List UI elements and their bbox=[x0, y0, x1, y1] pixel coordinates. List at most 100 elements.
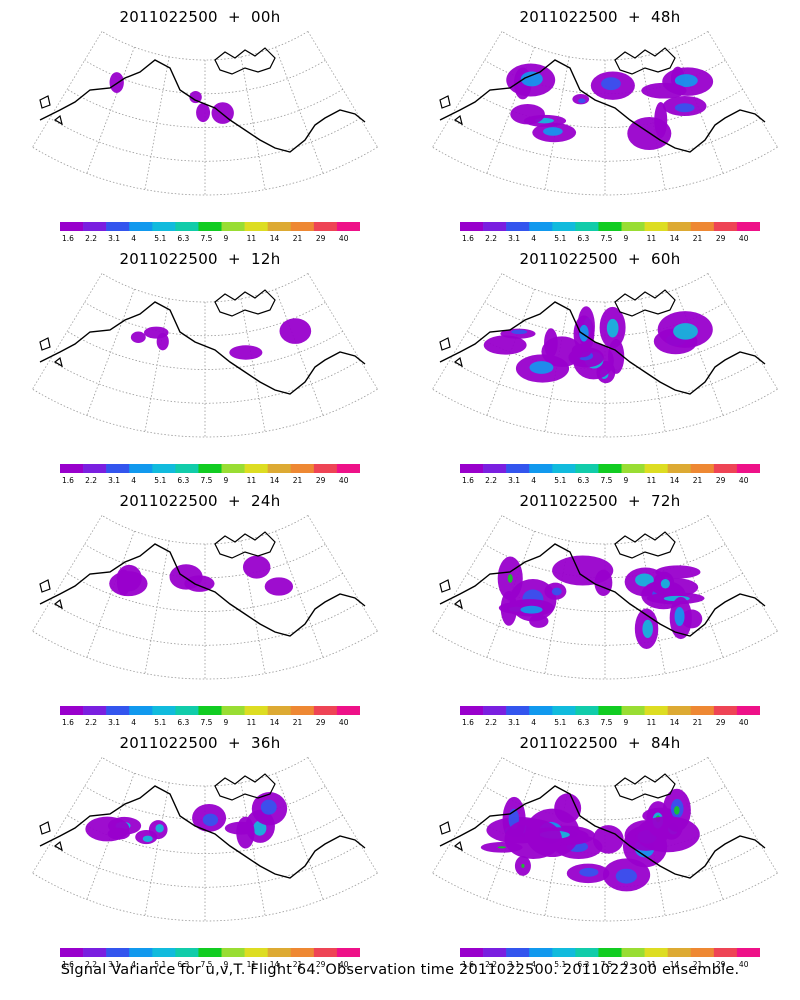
colorbar-swatch bbox=[313, 948, 338, 957]
colorbar-tick-label: 11 bbox=[247, 234, 257, 242]
colorbar-swatch bbox=[175, 706, 199, 715]
colorbar-swatch bbox=[621, 222, 645, 231]
forecast-panel: 2011022500 + 72h 1.6 2.2 3.1 4 5.1 6.3 7.5 9 11 14… bbox=[400, 484, 800, 729]
colorbar-swatch bbox=[152, 948, 176, 957]
colorbar-swatch bbox=[175, 948, 199, 957]
graticule-meridian bbox=[32, 515, 103, 632]
colorbar-swatch bbox=[575, 706, 599, 715]
colorbar-swatch bbox=[221, 464, 245, 473]
graticule-latitude-arc bbox=[501, 757, 709, 787]
colorbar-swatch bbox=[267, 706, 292, 715]
colorbar-swatch bbox=[621, 706, 645, 715]
graticule-latitude-arc bbox=[432, 872, 778, 922]
polar-stereographic-map bbox=[432, 757, 778, 922]
colorbar-swatch bbox=[552, 464, 576, 473]
colorbar-tick-label: 5.1 bbox=[154, 476, 166, 484]
forecast-panel: 2011022500 + 24h 1.6 2.2 3.1 4 5.1 6.3 7.5 9 11 14… bbox=[0, 484, 400, 729]
graticule-latitude-arc bbox=[449, 843, 761, 888]
colorbar-tick-label: 29 bbox=[316, 718, 326, 726]
colorbar-tick-label: 6.3 bbox=[577, 718, 589, 726]
colorbar-swatch bbox=[60, 222, 84, 231]
graticule-meridian bbox=[675, 288, 724, 416]
colorbar-swatch bbox=[313, 222, 338, 231]
colorbar-tick-label: 21 bbox=[693, 234, 703, 242]
colorbar-swatch bbox=[267, 948, 292, 957]
arctic-archipelago-coastline bbox=[614, 289, 676, 317]
colorbar-tick-label: 1.6 bbox=[62, 234, 74, 242]
graticule-latitude-arc bbox=[84, 302, 326, 337]
graticule-meridian bbox=[307, 515, 378, 632]
colorbar-swatch bbox=[483, 222, 507, 231]
colorbar-swatch bbox=[129, 222, 153, 231]
graticule-meridian bbox=[275, 288, 324, 416]
variance-field bbox=[480, 788, 700, 892]
figure-caption: Signal Variance for u,v,T. Flight 64. Ob… bbox=[60, 962, 740, 978]
colorbar: 1.6 2.2 3.1 4 5.1 6.3 7.5 9 11 14 21 29 40 bbox=[60, 464, 360, 484]
colorbar-tick-label: 3.1 bbox=[508, 476, 520, 484]
panel-title: 2011022500 + 12h bbox=[119, 250, 281, 268]
colorbar-tick-label: 29 bbox=[716, 234, 726, 242]
colorbar-tick-label: 3.1 bbox=[108, 234, 120, 242]
colorbar-tick-label: 7.5 bbox=[200, 718, 212, 726]
colorbar-swatch bbox=[529, 706, 553, 715]
colorbar: 1.6 2.2 3.1 4 5.1 6.3 7.5 9 11 14 21 29 40 bbox=[460, 706, 760, 726]
colorbar-tick-label: 3.1 bbox=[108, 476, 120, 484]
graticule-latitude-arc bbox=[32, 872, 378, 922]
colorbar-tick-label: 4 bbox=[531, 960, 536, 968]
colorbar-swatch bbox=[690, 706, 715, 715]
graticule-latitude-arc bbox=[484, 786, 726, 821]
colorbar-tick-label: 2.2 bbox=[85, 960, 97, 968]
colorbar-swatch bbox=[83, 706, 107, 715]
graticule-latitude-arc bbox=[449, 359, 761, 404]
graticule-latitude-arc bbox=[501, 273, 709, 303]
colorbar-tick-label: 14 bbox=[270, 718, 280, 726]
colorbar-swatch bbox=[60, 706, 84, 715]
arctic-archipelago-coastline bbox=[614, 773, 676, 801]
colorbar-tick-label: 5.1 bbox=[554, 476, 566, 484]
variance-field bbox=[85, 792, 288, 849]
graticule-meridian bbox=[144, 540, 170, 674]
colorbar-swatch bbox=[598, 464, 622, 473]
graticule-latitude-arc bbox=[449, 117, 761, 162]
island-coastline bbox=[39, 95, 63, 126]
colorbar-swatch bbox=[506, 222, 530, 231]
colorbar-tick-label: 21 bbox=[693, 718, 703, 726]
colorbar-swatch bbox=[106, 706, 130, 715]
colorbar-tick-label: 11 bbox=[647, 718, 657, 726]
colorbar-swatch bbox=[736, 464, 760, 473]
colorbar-swatch bbox=[713, 948, 738, 957]
colorbar-tick-label: 29 bbox=[716, 718, 726, 726]
colorbar-swatch bbox=[690, 464, 715, 473]
forecast-panel: 2011022500 + 48h 1.6 2.2 3.1 4 5.1 6.3 7.5 9 11 14… bbox=[400, 0, 800, 245]
island-coastline bbox=[39, 337, 63, 368]
colorbar-swatch bbox=[175, 464, 199, 473]
colorbar-swatch bbox=[336, 222, 360, 231]
arctic-archipelago-coastline bbox=[214, 773, 276, 801]
colorbar: 1.6 2.2 3.1 4 5.1 6.3 7.5 9 11 14 21 29 40 bbox=[60, 222, 360, 242]
forecast-panel: 2011022500 + 36h 1.6 2.2 3.1 4 5.1 6.3 7.5 9 11 14… bbox=[0, 726, 400, 971]
colorbar-tick-label: 11 bbox=[247, 476, 257, 484]
graticule-meridian bbox=[675, 530, 724, 658]
graticule-meridian bbox=[32, 757, 103, 874]
colorbar-swatch bbox=[644, 222, 668, 231]
colorbar-tick-label: 4 bbox=[531, 234, 536, 242]
colorbar-swatch bbox=[644, 464, 668, 473]
colorbar-swatch bbox=[198, 464, 222, 473]
colorbar-swatch bbox=[552, 706, 576, 715]
colorbar-tick-label: 11 bbox=[647, 476, 657, 484]
colorbar-tick-label: 3.1 bbox=[508, 960, 520, 968]
colorbar-swatch bbox=[336, 464, 360, 473]
colorbar-tick-label: 2.2 bbox=[85, 234, 97, 242]
island-coastline bbox=[439, 821, 463, 852]
graticule-meridian bbox=[32, 273, 103, 390]
graticule-latitude-arc bbox=[49, 601, 361, 646]
variance-field bbox=[497, 555, 705, 650]
colorbar-tick-label: 3.1 bbox=[108, 718, 120, 726]
colorbar-swatch bbox=[336, 706, 360, 715]
colorbar-swatch bbox=[713, 222, 738, 231]
graticule-latitude-arc bbox=[101, 757, 309, 787]
graticule-latitude-arc bbox=[32, 388, 378, 438]
colorbar-swatch bbox=[60, 948, 84, 957]
colorbar: 1.6 2.2 3.1 4 5.1 6.3 7.5 9 11 14 21 29 40 bbox=[460, 222, 760, 242]
colorbar-swatch bbox=[736, 706, 760, 715]
